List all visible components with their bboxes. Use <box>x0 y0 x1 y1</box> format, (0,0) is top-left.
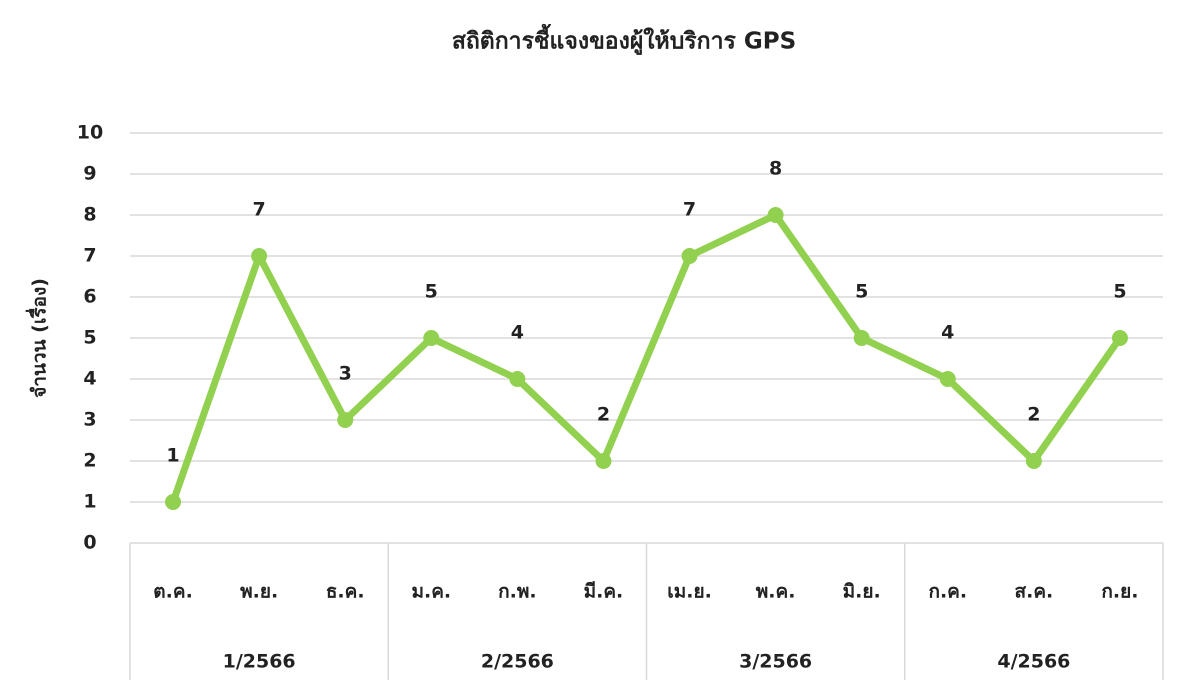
data-label: 2 <box>597 404 610 426</box>
x-tick-label: พ.ค. <box>756 581 796 603</box>
y-tick-label: 4 <box>83 368 96 390</box>
y-tick-label: 5 <box>83 327 96 349</box>
data-label: 8 <box>769 158 782 180</box>
data-label: 5 <box>1113 281 1126 303</box>
data-point <box>337 412 354 428</box>
data-point <box>423 330 440 346</box>
group-label: 1/2566 <box>223 651 296 673</box>
data-point <box>939 371 956 387</box>
data-label: 7 <box>683 199 696 221</box>
data-label: 4 <box>941 322 954 344</box>
y-tick-label: 10 <box>77 122 103 144</box>
x-tick-label: ม.ค. <box>411 581 451 603</box>
y-tick-label: 3 <box>83 409 96 431</box>
x-tick-label: ส.ค. <box>1015 581 1054 603</box>
x-tick-label: ต.ค. <box>153 581 192 603</box>
y-tick-label: 2 <box>83 450 96 472</box>
data-label: 3 <box>339 363 352 385</box>
data-point <box>509 371 526 387</box>
data-label: 5 <box>425 281 438 303</box>
x-tick-label: มิ.ย. <box>843 581 881 603</box>
y-tick-label: 0 <box>83 532 96 554</box>
data-point <box>853 330 870 346</box>
y-tick-label: 1 <box>83 491 96 513</box>
data-point <box>165 494 182 510</box>
x-tick-label: ก.ค. <box>928 581 967 603</box>
data-label: 5 <box>855 281 868 303</box>
y-axis-label: จำนวน (เรื่อง) <box>26 278 51 398</box>
x-tick-label: พ.ย. <box>240 581 278 603</box>
data-label: 7 <box>253 199 266 221</box>
data-label: 1 <box>166 445 179 467</box>
data-line <box>169 211 1123 504</box>
y-tick-label: 6 <box>83 286 96 308</box>
data-point <box>595 453 612 469</box>
data-point <box>251 248 268 264</box>
group-label: 4/2566 <box>997 651 1070 673</box>
x-tick-label: เม.ย. <box>667 581 712 603</box>
y-tick-label: 7 <box>83 245 96 267</box>
data-label: 2 <box>1027 404 1040 426</box>
data-point <box>767 207 784 223</box>
data-point <box>681 248 698 264</box>
group-label: 3/2566 <box>739 651 812 673</box>
x-tick-label: ก.ย. <box>1101 581 1138 603</box>
chart-title: สถิติการชี้แจงของผู้ให้บริการ GPS <box>452 24 796 56</box>
data-point <box>1025 453 1042 469</box>
y-tick-label: 8 <box>83 204 96 226</box>
data-label: 4 <box>511 322 524 344</box>
x-tick-label: ธ.ค. <box>326 581 365 603</box>
data-point <box>1111 330 1128 346</box>
y-tick-label: 9 <box>83 163 96 185</box>
x-tick-label: มี.ค. <box>584 581 624 603</box>
x-tick-label: ก.พ. <box>498 581 536 603</box>
group-label: 2/2566 <box>481 651 554 673</box>
